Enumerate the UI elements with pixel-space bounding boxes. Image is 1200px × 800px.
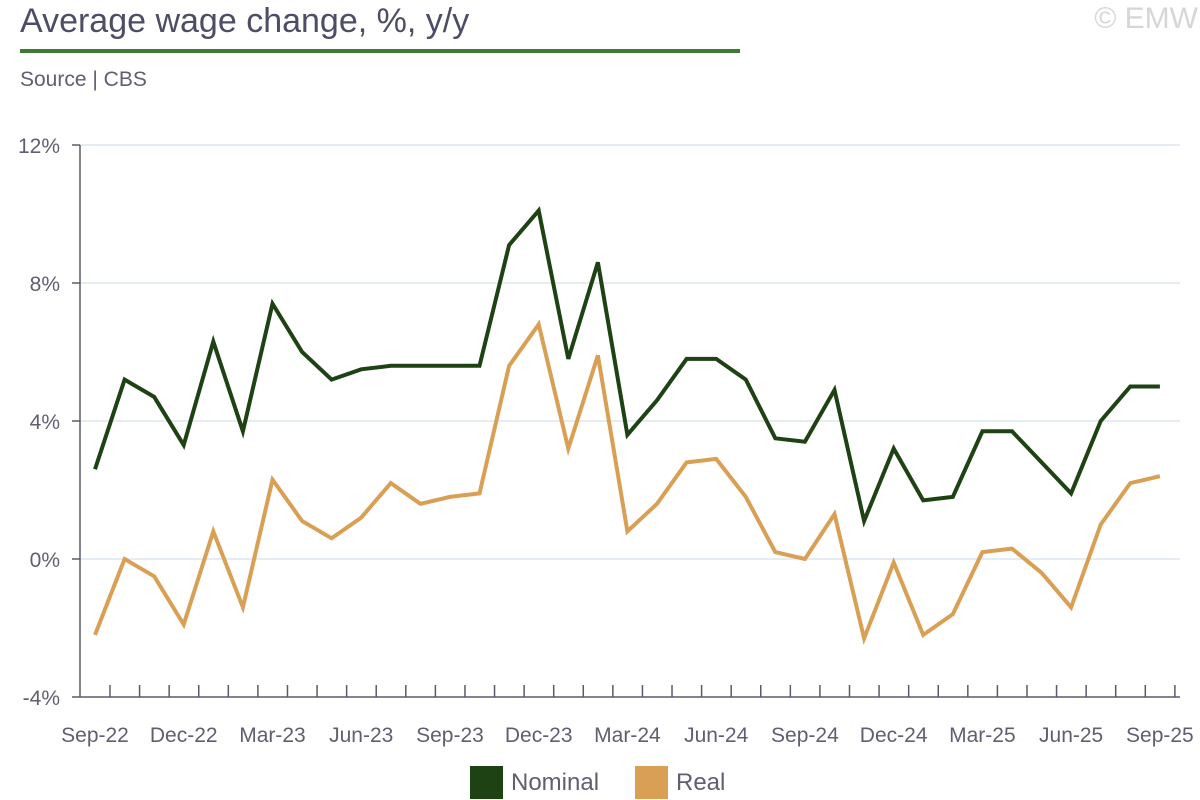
y-tick-label: 4%	[30, 411, 60, 434]
legend-item-real[interactable]: Real	[635, 766, 725, 799]
x-tick-label: Dec-24	[860, 724, 928, 747]
copyright-watermark: © EMW	[1094, 2, 1198, 35]
x-tick-label: Sep-25	[1126, 724, 1194, 747]
title-underline	[20, 49, 740, 53]
x-tick-label: Jun-24	[684, 724, 749, 747]
x-tick-label: Dec-23	[505, 724, 573, 747]
x-tick-label: Sep-24	[771, 724, 839, 747]
legend-item-nominal[interactable]: Nominal	[470, 766, 599, 799]
x-tick-label: Mar-23	[239, 724, 306, 747]
series-line-real	[93, 319, 1161, 646]
y-tick-label: -4%	[23, 687, 60, 710]
x-tick-label: Mar-24	[594, 724, 661, 747]
chart-title: Average wage change, %, y/y	[20, 2, 470, 40]
y-axis-labels: -4% 0% 4% 8% 12%	[18, 135, 60, 710]
x-tick-label: Dec-22	[150, 724, 218, 747]
axes	[72, 144, 1180, 698]
x-tick-label: Jun-23	[329, 724, 393, 747]
x-axis-labels: Sep-22 Dec-22 Mar-23 Jun-23 Sep-23 Dec-23 Mar-…	[61, 724, 1194, 747]
legend-label-nominal: Nominal	[511, 768, 600, 796]
gridlines	[80, 144, 1180, 560]
x-tick-label: Mar-25	[949, 724, 1016, 747]
y-tick-label: 12%	[18, 135, 60, 158]
legend: Nominal Real	[0, 766, 1200, 800]
series-lines	[93, 206, 1161, 646]
chart-source: Source | CBS	[20, 68, 147, 91]
y-tick-label: 0%	[30, 549, 60, 572]
x-tick-label: Sep-22	[61, 724, 129, 747]
y-tick-label: 8%	[30, 273, 60, 296]
legend-label-real: Real	[676, 768, 726, 796]
x-tick-label: Sep-23	[416, 724, 484, 747]
legend-swatch-nominal	[470, 766, 503, 799]
series-line-nominal	[93, 206, 1160, 528]
line-chart: -4%0%4%8%12% Sep-22 Dec-22 Mar-23 Jun-23 Sep…	[18, 135, 1194, 747]
legend-swatch-real	[635, 766, 668, 799]
x-tick-label: Jun-25	[1039, 724, 1103, 747]
